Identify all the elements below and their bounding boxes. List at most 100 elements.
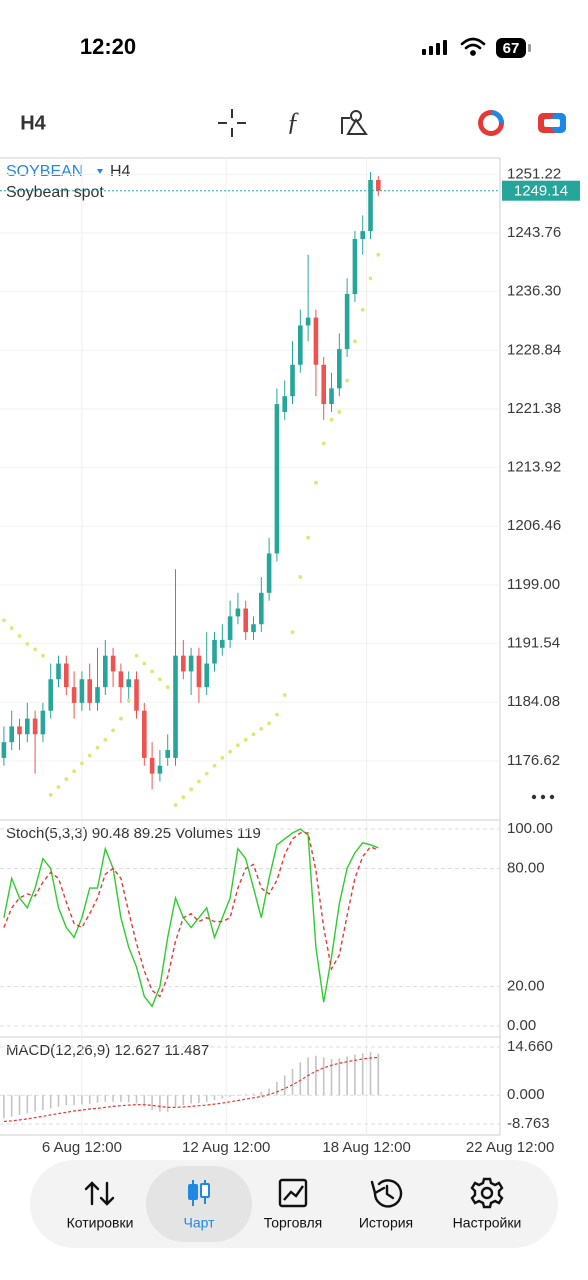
nav-history[interactable]: История [359, 1215, 413, 1231]
sar-dot [290, 630, 295, 634]
candle-body [243, 608, 249, 633]
sar-dot [376, 252, 381, 257]
candle-body [337, 349, 342, 389]
macd-bar [338, 1058, 341, 1096]
stoch-line [3, 828, 379, 1008]
y-tick-label: 1199.00 [507, 576, 560, 593]
sar-dot [220, 755, 225, 760]
sar-dot [259, 726, 264, 731]
macd-bar [104, 1095, 107, 1102]
indicators-button[interactable]: ƒ [287, 107, 300, 136]
sar-dot [236, 743, 240, 748]
nav-quotes[interactable]: Котировки [67, 1215, 134, 1231]
candle-body [227, 616, 233, 640]
candle-body [110, 655, 116, 672]
candle-body [360, 231, 366, 239]
candle-body [266, 553, 272, 593]
toolbar: H4 ƒ [20, 107, 566, 137]
y-tick-label: 0.00 [507, 1017, 536, 1034]
bottom-nav: Котировки Чарт Торговля История Настройк… [30, 1160, 558, 1248]
macd-bar [291, 1068, 294, 1096]
candle-body [9, 726, 15, 743]
macd-bar [81, 1095, 83, 1105]
sar-dot [165, 685, 170, 690]
symbol-dropdown[interactable] [97, 169, 103, 174]
macd-bar [65, 1095, 68, 1106]
candle-body [196, 655, 202, 688]
macd-bar [346, 1056, 348, 1096]
macd-bar [112, 1095, 114, 1102]
candle-body [1, 742, 7, 758]
wifi-icon [460, 37, 486, 56]
candle-body [149, 757, 155, 774]
sar-dot [251, 732, 256, 737]
sar-dot [25, 641, 30, 646]
macd-bar [377, 1053, 380, 1096]
sar-dot [275, 712, 279, 717]
account-button[interactable] [478, 110, 504, 136]
sar-dot [17, 634, 22, 638]
candle-body [32, 718, 38, 735]
macd-bar [322, 1057, 325, 1096]
sar-dot [197, 779, 201, 784]
sar-dot [142, 661, 147, 666]
sar-dot [111, 728, 116, 733]
sar-dot [72, 769, 77, 774]
sar-dot [282, 693, 287, 697]
y-tick-label: 1206.46 [507, 517, 561, 534]
candle-body [157, 765, 163, 774]
y-tick-label: 1213.92 [507, 459, 561, 476]
macd-bar [120, 1095, 122, 1102]
nav-chart[interactable]: Чарт [183, 1215, 215, 1231]
nav-trade[interactable]: Торговля [264, 1215, 322, 1231]
candle-body [48, 679, 54, 711]
y-tick-label: 1221.38 [507, 400, 561, 417]
macd-bar [34, 1095, 36, 1112]
candle-body [352, 238, 358, 295]
candle-body [368, 180, 373, 232]
sar-dot [298, 575, 303, 579]
macd-bar [354, 1054, 356, 1096]
macd-bar [369, 1051, 372, 1096]
candle-body [329, 388, 334, 405]
sar-dot [368, 276, 373, 281]
sar-dot [337, 410, 342, 414]
sar-dot [126, 698, 131, 703]
stoch-line [3, 832, 379, 998]
candle-body [282, 396, 288, 412]
sar-dot [353, 339, 357, 344]
sar-dot [181, 795, 186, 800]
candle-body [87, 679, 93, 703]
trade-icon [278, 1178, 308, 1208]
indicator-title: MACD(12,26,9) 12.627 11.487 [6, 1042, 209, 1059]
timeframe-button[interactable]: H4 [20, 112, 46, 134]
nav-settings[interactable]: Настройки [453, 1215, 522, 1231]
macd-bar [182, 1095, 185, 1106]
macd-bar [252, 1093, 255, 1096]
sar-dot [87, 753, 92, 758]
macd-bar [213, 1095, 216, 1101]
sar-dot [48, 792, 53, 797]
status-bar: 12:20 67 [80, 34, 531, 59]
x-tick-label: 12 Aug 12:00 [182, 1139, 270, 1156]
sar-dot [360, 307, 365, 312]
trade-button[interactable] [538, 113, 566, 133]
more-button[interactable] [531, 794, 555, 800]
candle-body [56, 663, 61, 680]
crosshair-button[interactable] [218, 109, 246, 137]
sar-dot [158, 677, 162, 682]
macd-bar [127, 1095, 130, 1103]
y-tick-label: 20.00 [507, 978, 545, 995]
price-label: 1249.14 [514, 183, 568, 200]
macd-bar [299, 1062, 302, 1096]
macd-bar [57, 1095, 60, 1107]
candle-body [118, 671, 124, 688]
objects-button[interactable] [341, 110, 368, 135]
macd-bar [166, 1095, 169, 1112]
macd-bar [10, 1095, 13, 1117]
y-tick-label: 1236.30 [507, 283, 561, 300]
symbol[interactable]: SOYBEAN [6, 163, 83, 180]
macd-signal [3, 1056, 379, 1123]
sar-dot [267, 721, 272, 726]
